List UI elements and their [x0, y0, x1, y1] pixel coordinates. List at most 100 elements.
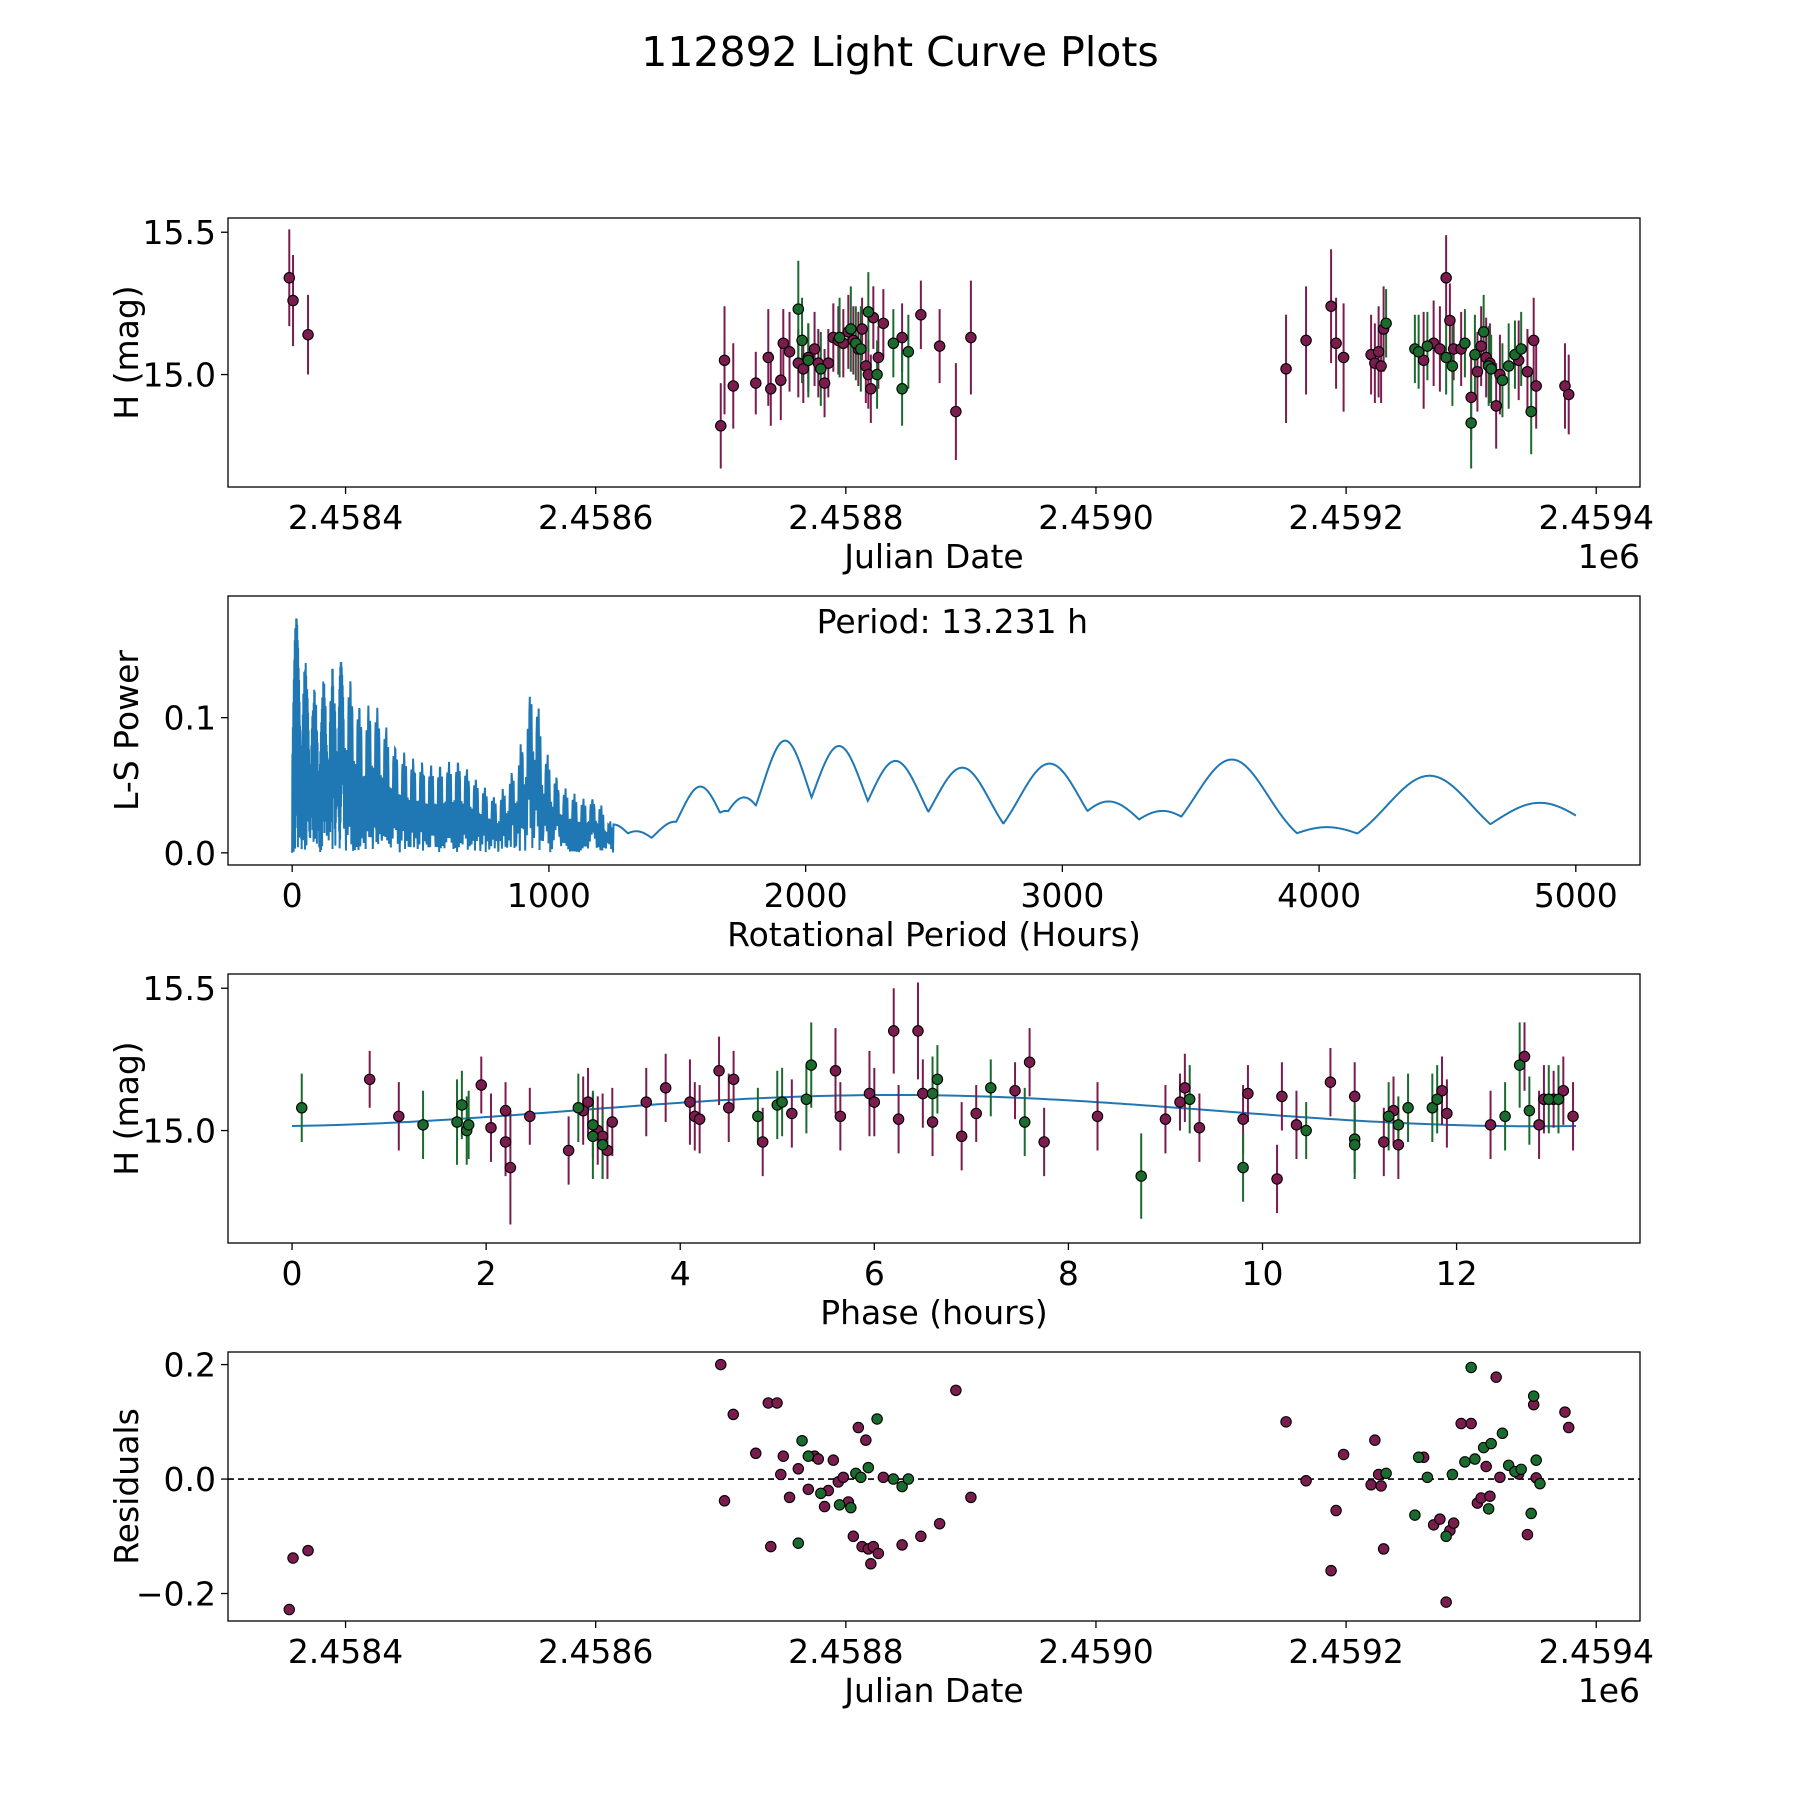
phased-point-purple	[1567, 1110, 1579, 1123]
periodogram-x-tick-label: 2000	[764, 876, 848, 915]
residuals-y-tick-label: −0.2	[136, 1575, 216, 1614]
residuals-point-green	[802, 1450, 815, 1462]
phased-point-purple	[786, 1107, 798, 1120]
lightcurve-point-green	[1412, 346, 1425, 358]
phased-point-purple	[1159, 1113, 1172, 1125]
residuals-point-purple	[1521, 1528, 1534, 1541]
residuals-point-green	[1515, 1463, 1527, 1476]
residuals-point-purple	[283, 1603, 296, 1616]
phased-panel: 0 2 4 6 8 10 12 15.0 15.5 Phase (hours) H (mag)	[107, 969, 1641, 1332]
phased-point-purple	[868, 1096, 881, 1108]
phased-point-purple	[1533, 1119, 1545, 1131]
phased-point-green	[1382, 1110, 1395, 1123]
residuals-point-purple	[933, 1517, 946, 1530]
phased-axes-frame	[227, 973, 1641, 1244]
phased-point-green	[462, 1119, 475, 1131]
lightcurve-point-purple	[765, 383, 777, 395]
phased-point-purple	[1348, 1090, 1361, 1103]
lightcurve-y-tick-label: 15.5	[143, 213, 216, 252]
phased-point-purple	[863, 1087, 876, 1100]
phased-point-purple	[1091, 1110, 1104, 1123]
phased-point-green	[1183, 1093, 1196, 1105]
residuals-point-purple	[715, 1358, 727, 1371]
phased-point-purple	[363, 1073, 376, 1086]
residuals-x-tick-label: 2.4592	[1288, 1632, 1403, 1671]
residuals-point-purple	[1562, 1421, 1575, 1434]
phased-point-purple	[1193, 1121, 1206, 1134]
phased-point-purple	[1392, 1139, 1405, 1151]
lightcurve-point-green	[902, 346, 915, 358]
figure-title: 112892 Light Curve Plots	[641, 28, 1159, 76]
residuals-point-green	[902, 1473, 915, 1485]
residuals-point-green	[1534, 1477, 1546, 1490]
lightcurve-x-tick-label: 2.4584	[288, 498, 403, 537]
lightcurve-point-green	[1502, 360, 1515, 372]
residuals-x-offset-label: 1e6	[1578, 1671, 1640, 1710]
periodogram-x-tick-label: 1000	[507, 876, 591, 915]
phased-point-purple	[970, 1107, 982, 1120]
lightcurve-point-purple	[822, 357, 835, 369]
lightcurve-point-green	[1477, 326, 1490, 338]
residuals-point-purple	[965, 1491, 977, 1504]
phased-point-green	[1348, 1139, 1361, 1151]
residuals-point-green	[792, 1537, 805, 1549]
lightcurve-point-green	[855, 343, 867, 355]
residuals-point-green	[1446, 1468, 1459, 1481]
phased-point-purple	[917, 1087, 929, 1100]
lightcurve-x-tick-label: 2.4586	[538, 498, 653, 537]
lightcurve-point-green	[887, 337, 900, 349]
lightcurve-point-green	[845, 323, 857, 335]
residuals-x-axis-label: Julian Date	[842, 1671, 1024, 1710]
phased-point-purple	[606, 1116, 619, 1128]
periodogram-x-tick-label: 0	[282, 876, 303, 915]
phased-point-green	[931, 1073, 944, 1086]
lightcurve-point-purple	[287, 294, 299, 307]
residuals-point-purple	[718, 1495, 731, 1507]
residuals-point-green	[1421, 1471, 1434, 1484]
phased-point-green	[1402, 1102, 1414, 1114]
residuals-point-green	[871, 1413, 883, 1425]
lightcurve-point-purple	[775, 374, 787, 387]
lightcurve-point-green	[871, 368, 883, 381]
lightcurve-x-tick-label: 2.4594	[1538, 498, 1653, 537]
residuals-point-purple	[847, 1530, 860, 1543]
periodogram-x-tick-label: 4000	[1277, 876, 1361, 915]
lightcurve-point-purple	[1465, 391, 1477, 404]
phased-point-green	[985, 1082, 997, 1094]
lightcurve-point-purple	[965, 331, 977, 344]
lightcurve-point-purple	[915, 309, 927, 321]
phased-point-green	[805, 1059, 817, 1071]
phased-point-green	[800, 1093, 813, 1105]
phased-point-green	[587, 1119, 599, 1131]
lightcurve-point-green	[796, 334, 808, 347]
lightcurve-point-purple	[818, 377, 831, 389]
residuals-point-purple	[837, 1471, 850, 1484]
periodogram-panel: 0 1000 2000 3000 4000 5000 0.0 0.1 Rotational Pe…	[107, 595, 1641, 954]
phased-point-purple	[1557, 1084, 1570, 1097]
lightcurve-point-green	[1459, 337, 1471, 349]
residuals-point-green	[1485, 1437, 1497, 1450]
phased-point-green	[456, 1099, 468, 1111]
lightcurve-point-green	[1446, 360, 1459, 372]
phased-point-purple	[684, 1096, 696, 1108]
lightcurve-point-green	[1469, 348, 1481, 361]
phased-plot-area	[292, 982, 1579, 1225]
residuals-y-tick-label: 0.2	[164, 1346, 216, 1385]
phased-point-purple	[504, 1161, 517, 1174]
lightcurve-point-green	[1465, 417, 1477, 429]
residuals-point-purple	[1559, 1406, 1571, 1418]
lightcurve-point-purple	[1475, 340, 1487, 352]
residuals-point-purple	[750, 1447, 762, 1460]
lightcurve-point-purple	[933, 340, 946, 352]
phased-point-purple	[1237, 1113, 1249, 1125]
lightcurve-point-purple	[783, 346, 796, 358]
lightcurve-point-purple	[715, 420, 727, 432]
periodogram-power-line	[291, 618, 1577, 853]
residuals-x-tick-label: 2.4588	[788, 1632, 903, 1671]
residuals-point-green	[1482, 1503, 1495, 1515]
lightcurve-point-purple	[1562, 388, 1575, 401]
phased-point-purple	[912, 1025, 924, 1037]
residuals-y-tick-label: 0.0	[164, 1460, 216, 1499]
residuals-point-green	[887, 1473, 900, 1485]
lightcurve-point-green	[1380, 317, 1392, 330]
